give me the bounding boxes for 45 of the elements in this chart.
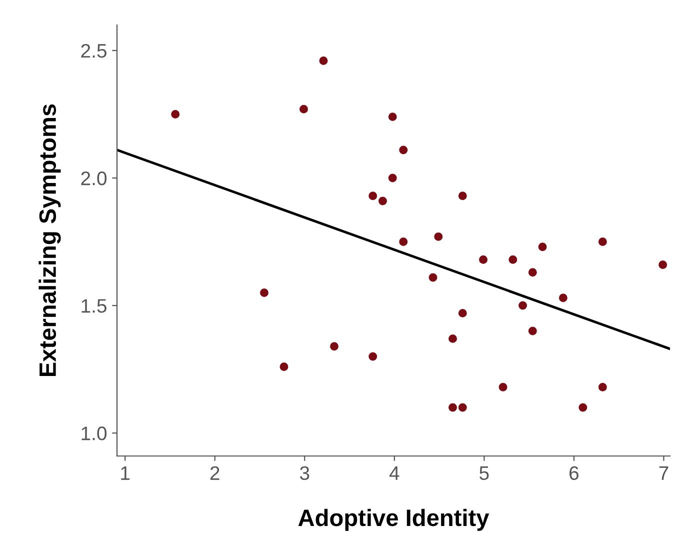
- point: [319, 56, 328, 65]
- point: [458, 308, 467, 318]
- point: [598, 382, 607, 392]
- x-tick-label: 2: [210, 466, 220, 480]
- point: [538, 242, 547, 252]
- point: [388, 112, 397, 122]
- y-tick-label: 2.0: [81, 171, 107, 186]
- y-tick-label: 1.0: [82, 426, 107, 440]
- point: [458, 192, 467, 200]
- y-tick-label: 1.5: [82, 299, 106, 313]
- point: [260, 288, 268, 298]
- point: [428, 273, 438, 282]
- point: [558, 294, 568, 302]
- point: [280, 362, 288, 371]
- point: [399, 146, 408, 154]
- point: [458, 403, 467, 412]
- point: [598, 238, 607, 246]
- x-tick-label: 1: [121, 466, 130, 480]
- point: [378, 196, 387, 206]
- point: [479, 255, 488, 264]
- x-tick-label: 5: [480, 466, 489, 480]
- point: [171, 110, 180, 118]
- point: [528, 326, 537, 336]
- point: [368, 352, 378, 361]
- point: [368, 192, 378, 200]
- y-tick-label: 2.5: [81, 44, 106, 58]
- point: [508, 255, 518, 264]
- point: [299, 104, 308, 114]
- point: [388, 174, 397, 182]
- point: [528, 268, 537, 277]
- point: [399, 238, 408, 246]
- point: [518, 301, 528, 310]
- point: [448, 334, 457, 343]
- y-axis-title: Externalizing Symptoms: [38, 104, 61, 376]
- x-tick-label: 7: [659, 466, 668, 480]
- point: [448, 403, 457, 412]
- point: [498, 382, 508, 392]
- point: [658, 260, 668, 269]
- x-tick-label: 6: [570, 466, 578, 480]
- point: [434, 232, 443, 241]
- point: [578, 403, 588, 412]
- point: [330, 342, 338, 351]
- x-tick-label: 4: [389, 466, 400, 480]
- x-tick-label: 3: [300, 466, 310, 480]
- x-axis-title: Adoptive Identity: [298, 508, 490, 531]
